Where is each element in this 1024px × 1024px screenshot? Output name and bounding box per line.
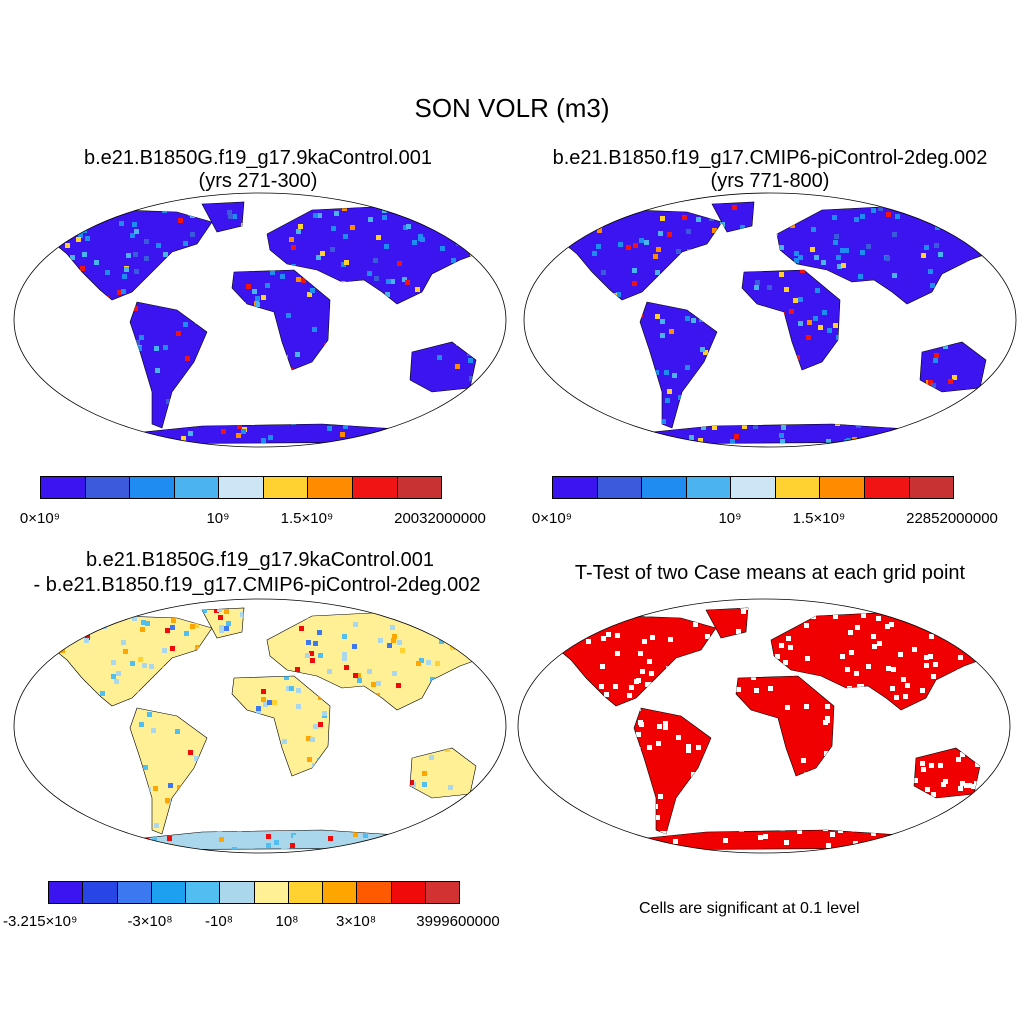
- colorbar-box-8: [323, 882, 358, 903]
- map-case1: [13, 192, 507, 448]
- panel1-title-line2: (yrs 271-300): [198, 170, 318, 192]
- colorbar-box-6: [254, 882, 289, 903]
- cbar3-label-4: 3×10⁸: [335, 913, 377, 930]
- cbar2-label-0: 0×10⁹: [531, 510, 573, 527]
- continent-north-america: [553, 615, 717, 707]
- cbar2-label-1: 10⁹: [718, 510, 742, 527]
- continent-africa: [735, 675, 835, 777]
- cbar3-label-3: 10⁸: [275, 913, 299, 930]
- colorbar-box-5: [220, 882, 255, 903]
- continent-south-america: [639, 301, 718, 429]
- cbar1-label-2: 1.5×10⁹: [280, 510, 334, 527]
- colorbar-box-7: [352, 477, 398, 498]
- continent-australia: [409, 341, 477, 393]
- colorbar-difference: [48, 881, 460, 904]
- continent-south-america: [129, 707, 208, 835]
- map-case2: [523, 192, 1017, 448]
- colorbar-box-1: [597, 477, 643, 498]
- colorbar-box-7: [288, 882, 323, 903]
- cbar1-label-1: 10⁹: [206, 510, 230, 527]
- panel3-title-line1: b.e21.B1850G.f19_g17.9kaControl.001: [85, 549, 435, 571]
- map-frame: [523, 192, 1017, 448]
- continent-greenland: [201, 607, 245, 639]
- colorbar-box-0: [553, 477, 598, 498]
- continent-greenland: [711, 201, 755, 233]
- colorbar-box-11: [425, 882, 459, 903]
- cbar3-label-5: 3999600000: [416, 913, 500, 930]
- continent-north-america: [559, 209, 723, 301]
- colorbar-box-6: [308, 477, 353, 498]
- colorbar-box-8: [397, 477, 442, 498]
- colorbar-box-5: [775, 477, 821, 498]
- significance-note: Cells are significant at 0.1 level: [639, 900, 860, 917]
- map-difference: [13, 598, 507, 854]
- cbar1-label-0: 0×10⁹: [19, 510, 61, 527]
- panel2-title-line1: b.e21.B1850.f19_g17.CMIP6-piControl-2deg…: [552, 147, 988, 169]
- colorbar-box-2: [117, 882, 152, 903]
- continent-south-america: [633, 707, 712, 835]
- colorbar-box-3: [151, 882, 186, 903]
- colorbar-box-1: [85, 477, 131, 498]
- panel3-title-line2: - b.e21.B1850.f19_g17.CMIP6-piControl-2d…: [33, 574, 481, 596]
- colorbar-box-8: [909, 477, 954, 498]
- map-frame: [13, 192, 507, 448]
- colorbar-box-1: [83, 882, 118, 903]
- cbar1-label-3: 20032000000: [394, 510, 486, 527]
- colorbar-box-3: [686, 477, 732, 498]
- cbar2-label-2: 1.5×10⁹: [792, 510, 846, 527]
- cbar3-label-0: -3.215×10⁹: [3, 913, 78, 930]
- colorbar-box-3: [174, 477, 220, 498]
- colorbar-case1: [40, 476, 442, 499]
- colorbar-box-6: [820, 477, 865, 498]
- colorbar-box-4: [219, 477, 264, 498]
- figure-title: SON VOLR (m3): [414, 93, 610, 123]
- colorbar-box-0: [49, 882, 84, 903]
- colorbar-box-4: [731, 477, 776, 498]
- cbar3-label-2: -10⁸: [204, 913, 234, 930]
- colorbar-box-4: [186, 882, 221, 903]
- map-ttest-significance: [517, 598, 1011, 854]
- colorbar-box-5: [263, 477, 309, 498]
- colorbar-case2: [552, 476, 954, 499]
- colorbar-box-7: [864, 477, 910, 498]
- cbar2-label-3: 22852000000: [906, 510, 998, 527]
- continent-africa: [741, 269, 841, 371]
- colorbar-box-0: [41, 477, 86, 498]
- map-frame: [517, 598, 1011, 854]
- panel2-title-line2: (yrs 771-800): [710, 170, 830, 192]
- continent-south-america: [129, 301, 208, 429]
- cbar3-label-1: -3×10⁸: [127, 913, 173, 930]
- panel1-title-line1: b.e21.B1850G.f19_g17.9kaControl.001: [83, 147, 433, 169]
- map-frame: [13, 598, 507, 854]
- continent-australia: [409, 747, 477, 799]
- colorbar-box-9: [357, 882, 392, 903]
- colorbar-box-10: [391, 882, 426, 903]
- panel4-title: T-Test of two Case means at each grid po…: [574, 562, 966, 584]
- continent-australia: [913, 747, 981, 799]
- colorbar-box-2: [130, 477, 175, 498]
- colorbar-box-2: [642, 477, 687, 498]
